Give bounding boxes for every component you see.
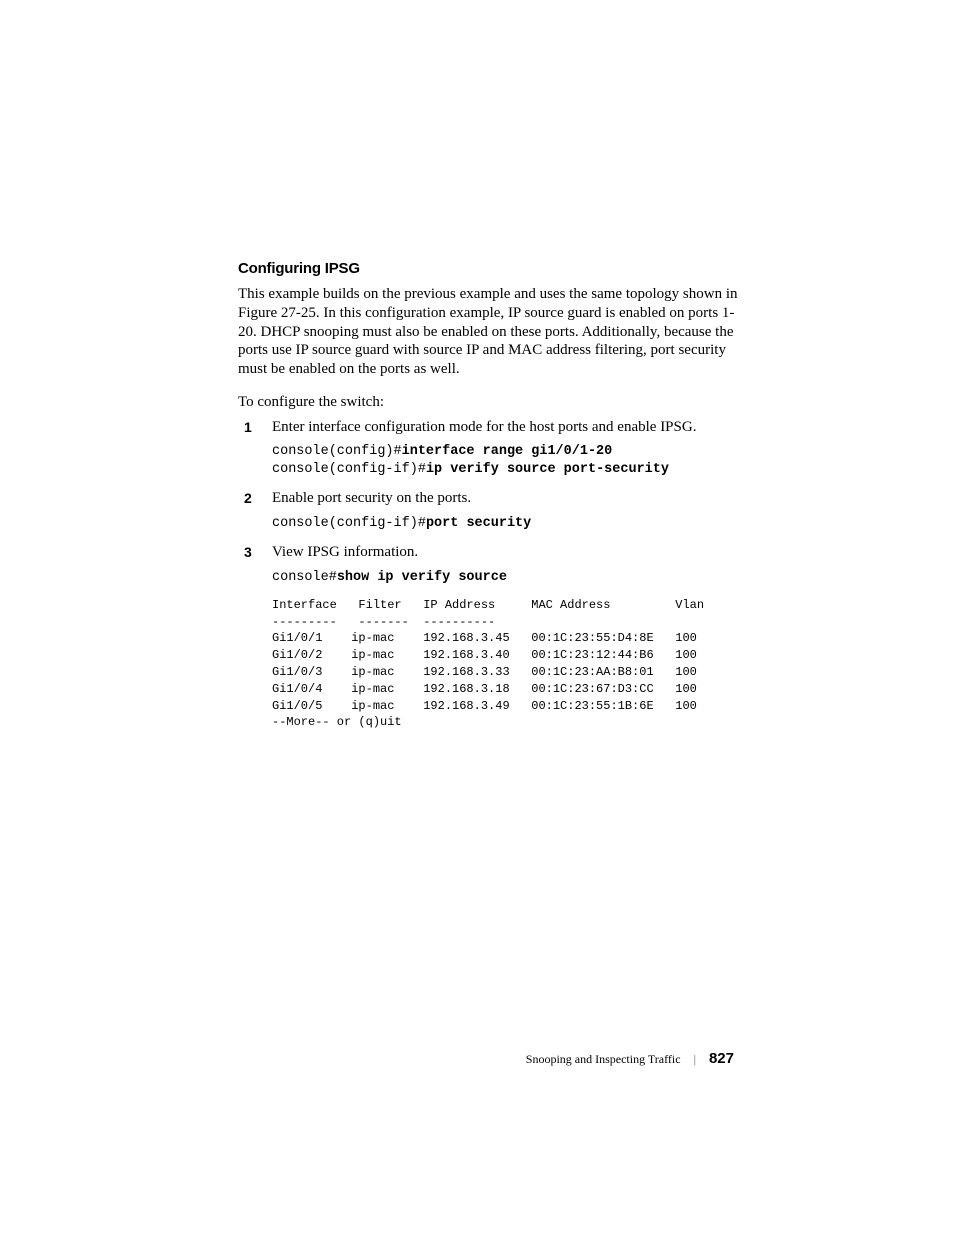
code-command: show ip verify source — [337, 570, 507, 585]
code-command: interface range gi1/0/1-20 — [402, 444, 613, 459]
section-heading: Configuring IPSG — [238, 260, 738, 277]
steps-intro: To configure the switch: — [238, 393, 738, 412]
step-3: View IPSG information. console#show ip v… — [272, 543, 738, 731]
footer-separator: | — [694, 1052, 696, 1066]
step-1-code: console(config)#interface range gi1/0/1-… — [272, 443, 738, 479]
code-prefix: console(config-if)# — [272, 462, 426, 477]
footer-page-number: 827 — [709, 1050, 734, 1067]
code-command: ip verify source port-security — [426, 462, 669, 477]
step-3-output-table: Interface Filter IP Address MAC Address … — [272, 597, 738, 731]
step-1-text: Enter interface configuration mode for t… — [272, 418, 738, 438]
step-2: Enable port security on the ports. conso… — [272, 489, 738, 533]
step-1: Enter interface configuration mode for t… — [272, 418, 738, 480]
document-page: Configuring IPSG This example builds on … — [0, 0, 954, 731]
step-2-code: console(config-if)#port security — [272, 515, 738, 533]
page-footer: Snooping and Inspecting Traffic | 827 — [526, 1050, 734, 1067]
footer-chapter-title: Snooping and Inspecting Traffic — [526, 1052, 681, 1066]
step-3-code: console#show ip verify source — [272, 569, 738, 587]
step-2-text: Enable port security on the ports. — [272, 489, 738, 509]
step-3-text: View IPSG information. — [272, 543, 738, 563]
code-command: port security — [426, 516, 531, 531]
code-prefix: console(config)# — [272, 444, 402, 459]
code-prefix: console(config-if)# — [272, 516, 426, 531]
steps-list: Enter interface configuration mode for t… — [238, 418, 738, 732]
intro-paragraph: This example builds on the previous exam… — [238, 285, 738, 379]
code-prefix: console# — [272, 570, 337, 585]
